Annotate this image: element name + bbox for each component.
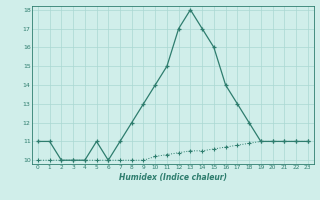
X-axis label: Humidex (Indice chaleur): Humidex (Indice chaleur) [119, 173, 227, 182]
